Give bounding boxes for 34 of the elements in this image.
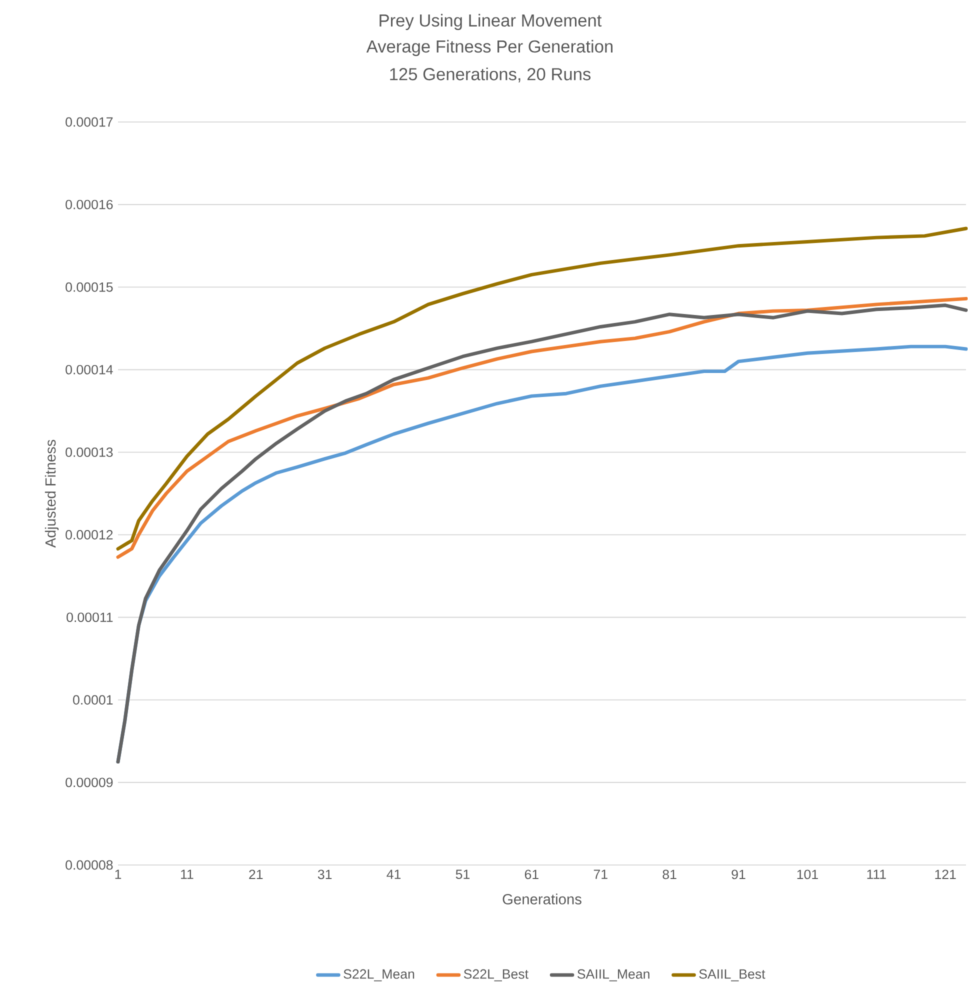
legend-label: SAIIL_Best [699,969,766,982]
y-tick-label: 0.00015 [66,282,113,292]
x-tick-label: 81 [662,870,676,880]
x-axis-title: Generations [502,894,582,904]
x-tick-label: 11 [181,870,194,879]
x-tick-label: 121 [935,870,956,880]
x-tick-label: 51 [456,870,470,880]
x-tick-label: 41 [386,870,401,879]
chart-title: Prey Using Linear Movement [380,14,602,30]
legend-label: S22L_Mean [344,969,414,982]
x-tick-label: 101 [797,870,818,880]
x-tick-label: 21 [249,870,263,880]
y-tick-label: 0.00013 [66,448,113,457]
legend-label: SAIIL_Mean [578,969,650,982]
y-tick-label: 0.00012 [66,530,113,540]
y-axis-title: Adjusted Fitness [45,440,59,548]
y-tick-label: 0.00011 [66,612,113,622]
y-tick-label: 0.00016 [66,200,113,210]
x-tick-label: 61 [525,870,539,880]
y-tick-label: 0.0001 [73,695,113,705]
x-tick-label: 1 [115,870,122,879]
line-series [116,226,968,551]
legend-label: S22L_Best [464,969,529,982]
x-tick-label: 71 [594,870,608,879]
y-tick-label: 0.00017 [66,117,113,127]
x-tick-label: 31 [318,870,332,880]
chart-subtitle: Average Fitness Per Generation [366,40,613,56]
line-series [116,296,968,559]
y-tick-label: 0.00014 [66,364,114,374]
text: 125 Generations, 20 Runs [390,68,591,82]
y-tick-label: 0.00009 [66,778,113,788]
y-tick-label: 0.00008 [66,860,113,870]
x-tick-label: 91 [732,870,746,880]
x-tick-label: 111 [867,870,886,879]
